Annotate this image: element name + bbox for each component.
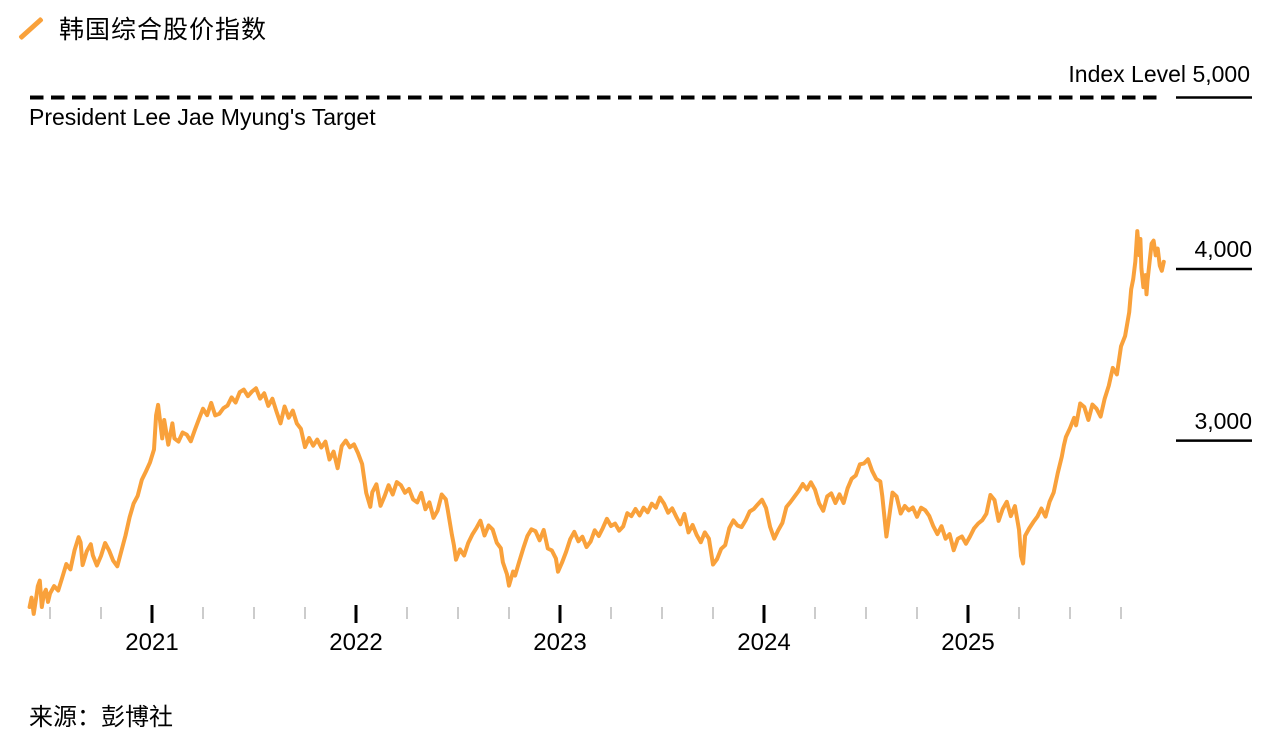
target-line-label: President Lee Jae Myung's Target xyxy=(29,104,376,130)
legend: 韩国综合股价指数 xyxy=(16,8,267,48)
y-tick-label: 4,000 xyxy=(1194,236,1252,263)
y-axis-header: Index Level 5,000 xyxy=(1068,61,1250,88)
kospi-line xyxy=(27,229,1166,616)
x-tick-label: 2024 xyxy=(737,629,791,656)
source-label: 来源：彭博社 xyxy=(29,704,173,731)
y-axis-title: Index Level xyxy=(1068,61,1187,87)
x-tick-label: 2023 xyxy=(533,629,587,656)
legend-series-label: 韩国综合股价指数 xyxy=(59,16,268,44)
x-tick-label: 2022 xyxy=(329,629,383,656)
y-tick-label: 3,000 xyxy=(1194,407,1252,434)
x-tick-label: 2025 xyxy=(941,629,995,656)
y-axis-top-tick-label: 5,000 xyxy=(1192,61,1250,87)
x-tick-label: 2021 xyxy=(125,629,179,656)
